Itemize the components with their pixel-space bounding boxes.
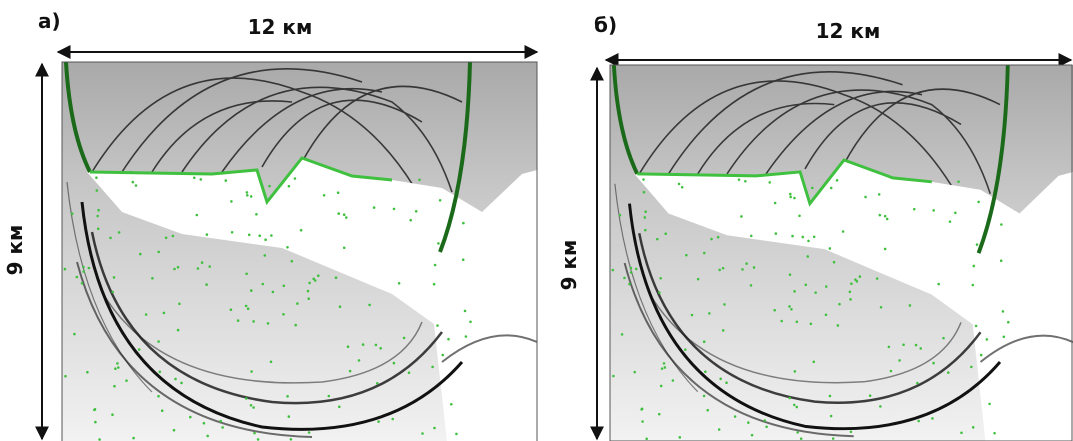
panel-b: б) 12 км 9 км bbox=[557, 13, 1073, 441]
panel-label: а) bbox=[38, 9, 61, 33]
figure: а) 12 км 9 км б) 12 км 9 км bbox=[0, 0, 1073, 441]
height-label: 9 км bbox=[3, 225, 27, 276]
panel-a: а) 12 км 9 км bbox=[3, 9, 537, 441]
height-label: 9 км bbox=[557, 240, 581, 291]
width-label: 12 км bbox=[816, 19, 881, 43]
width-label: 12 км bbox=[248, 15, 313, 39]
panel-label: б) bbox=[594, 13, 617, 37]
wavefield-image bbox=[62, 62, 537, 441]
wavefield-image bbox=[610, 65, 1073, 441]
